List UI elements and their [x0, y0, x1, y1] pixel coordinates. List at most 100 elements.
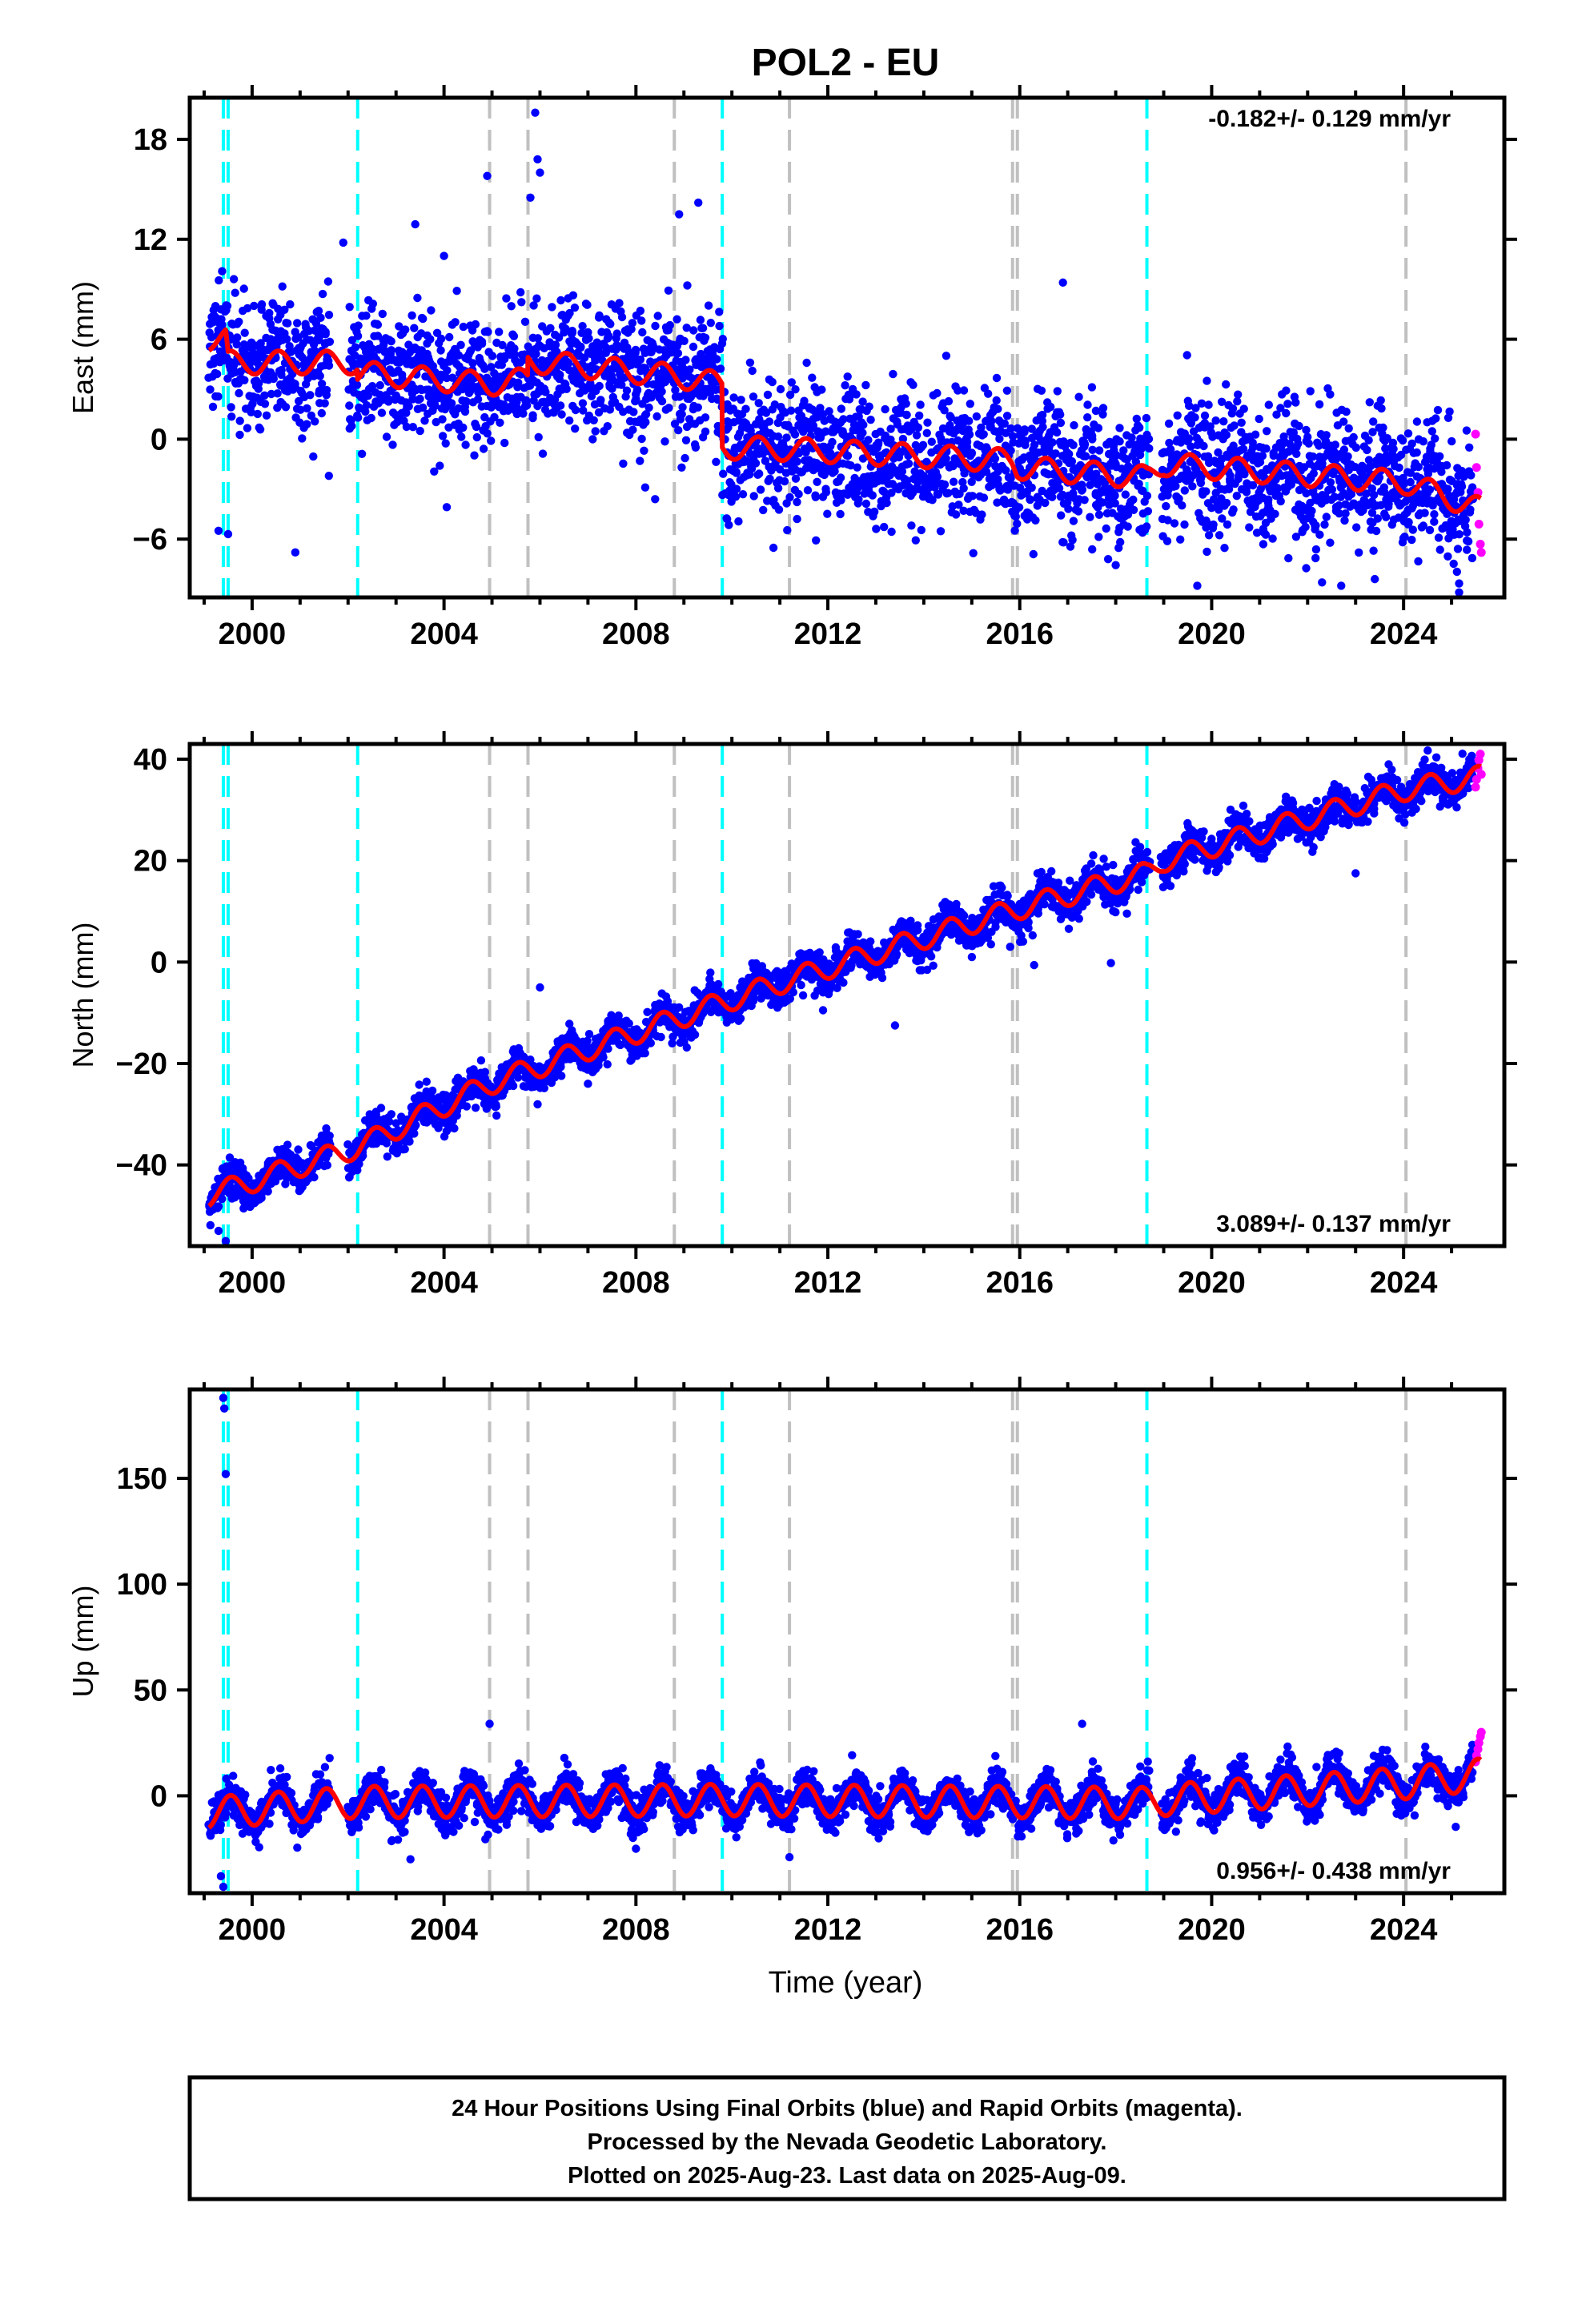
north-daily-point: [310, 1172, 319, 1182]
east-outlier-point: [1203, 376, 1211, 385]
east-daily-point: [260, 400, 270, 408]
east-daily-point: [495, 328, 504, 336]
east-daily-point: [410, 324, 419, 332]
east-daily-point: [751, 459, 761, 468]
east-daily-point: [517, 298, 526, 307]
east-daily-point: [1080, 496, 1089, 505]
east-daily-point: [472, 432, 481, 442]
east-daily-point: [731, 493, 741, 501]
east-daily-point: [1164, 419, 1174, 428]
east-daily-point: [641, 410, 651, 419]
east-outlier-point: [1058, 278, 1067, 287]
east-daily-point: [1291, 398, 1300, 407]
east-daily-point: [968, 492, 978, 501]
east-daily-point: [447, 399, 456, 408]
east-daily-point: [1302, 425, 1311, 435]
east-daily-point: [1180, 520, 1189, 529]
east-daily-point: [785, 493, 794, 502]
east-daily-point: [870, 507, 879, 517]
east-daily-point: [1395, 463, 1403, 472]
east-daily-point: [465, 387, 475, 396]
east-daily-point: [498, 340, 507, 350]
east-daily-point: [718, 335, 727, 344]
east-daily-point: [1467, 471, 1476, 480]
east-rapid-point: [1471, 429, 1480, 439]
east-daily-point: [992, 396, 1001, 405]
east-daily-point: [1322, 513, 1331, 521]
east-daily-point: [419, 314, 428, 324]
east-daily-point: [769, 543, 778, 553]
north-daily-point: [325, 1132, 334, 1140]
east-daily-point: [715, 308, 724, 316]
east-daily-point: [969, 549, 978, 557]
east-daily-point: [1088, 432, 1097, 440]
east-daily-point: [1188, 482, 1197, 491]
east-daily-point: [472, 422, 481, 432]
east-daily-point: [1070, 420, 1078, 430]
east-daily-point: [401, 325, 410, 334]
east-daily-point: [541, 388, 550, 396]
east-daily-point: [701, 333, 710, 342]
east-daily-point: [1078, 485, 1087, 494]
east-daily-point: [1020, 425, 1030, 434]
east-daily-point: [1326, 478, 1335, 487]
east-daily-point: [967, 448, 977, 457]
east-daily-point: [239, 284, 248, 293]
east-daily-point: [568, 291, 578, 300]
east-daily-point: [636, 355, 645, 364]
east-outlier-point: [1370, 574, 1379, 584]
east-daily-point: [608, 384, 616, 393]
east-outlier-point: [531, 108, 540, 117]
east-daily-point: [206, 385, 215, 394]
east-daily-point: [1283, 400, 1292, 408]
east-daily-point: [773, 484, 783, 493]
east-daily-point: [1094, 533, 1103, 541]
east-daily-point: [1465, 443, 1474, 452]
east-daily-point: [426, 335, 435, 344]
east-daily-point: [1052, 428, 1062, 437]
east-daily-point: [632, 385, 642, 394]
east-daily-point: [984, 389, 993, 398]
east-daily-point: [471, 320, 480, 329]
north-daily-point: [415, 1080, 424, 1089]
east-daily-point: [638, 328, 647, 337]
east-daily-point: [514, 378, 523, 387]
east-outlier-point: [324, 471, 333, 480]
east-x-tick-label: 2012: [794, 617, 862, 651]
east-daily-point: [316, 313, 325, 322]
east-daily-point: [484, 328, 492, 336]
east-daily-point: [1414, 462, 1423, 472]
east-daily-point: [665, 320, 674, 330]
east-daily-point: [681, 453, 689, 463]
east-outlier-point: [291, 548, 300, 557]
east-daily-point: [701, 413, 710, 422]
east-daily-point: [683, 281, 692, 290]
east-daily-point: [776, 465, 785, 474]
east-daily-point: [962, 437, 972, 447]
east-daily-point: [322, 385, 331, 395]
east-daily-point: [1144, 435, 1154, 444]
east-daily-point: [1196, 478, 1206, 488]
east-daily-point: [809, 421, 818, 430]
north-daily-point: [557, 1072, 566, 1080]
east-daily-point: [1365, 398, 1375, 407]
east-daily-point: [1339, 417, 1348, 426]
east-outlier-point: [440, 251, 448, 260]
north-daily-point: [376, 1104, 386, 1112]
east-daily-point: [689, 326, 698, 335]
east-daily-point: [1180, 486, 1190, 495]
east-daily-point: [214, 392, 223, 401]
east-daily-point: [577, 328, 586, 337]
east-daily-point: [794, 448, 803, 458]
east-daily-point: [987, 416, 996, 425]
east-daily-point: [1311, 521, 1320, 530]
east-daily-point: [324, 361, 334, 370]
east-daily-point: [1065, 449, 1074, 459]
east-daily-point: [420, 416, 429, 425]
east-daily-point: [922, 428, 932, 437]
east-daily-point: [1083, 400, 1092, 409]
east-daily-point: [1142, 522, 1151, 531]
east-daily-point: [628, 319, 637, 328]
east-daily-point: [235, 317, 243, 326]
east-y-tick-label: 18: [134, 123, 167, 157]
